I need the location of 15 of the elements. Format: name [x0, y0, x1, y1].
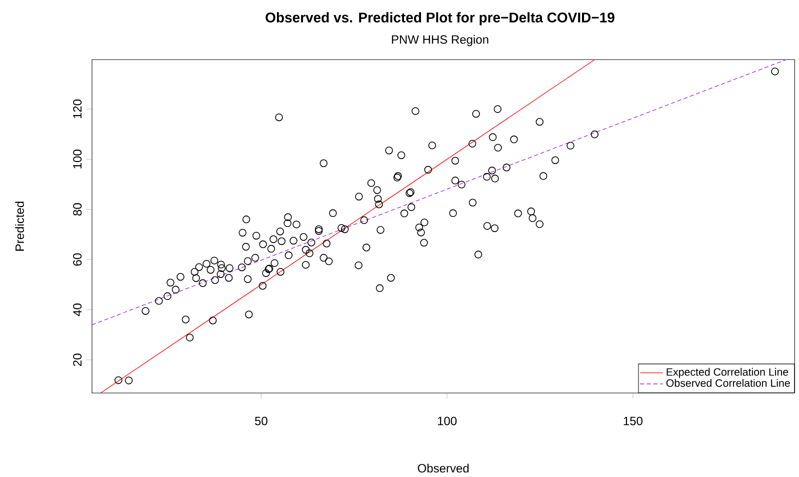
- y-tick-label: 40: [73, 304, 82, 316]
- chart-subtitle: PNW HHS Region: [392, 34, 488, 46]
- legend-label: Expected Correlation Line: [666, 368, 788, 378]
- x-tick-label: 150: [624, 416, 642, 426]
- y-tick-label: 100: [73, 150, 82, 168]
- y-tick-label: 20: [73, 354, 82, 366]
- x-tick-label: 50: [254, 416, 268, 426]
- legend-label: Observed Correlation Line: [666, 378, 790, 387]
- x-axis-title: Observed: [418, 464, 469, 473]
- x-tick-label: 100: [438, 416, 457, 426]
- y-tick-label: 60: [73, 253, 82, 266]
- y-tick-label: 120: [73, 100, 82, 118]
- y-axis-title: Predicted: [15, 202, 24, 251]
- chart-title: Observed vs. Predicted Plot for pre−Delta COVID−19: [266, 12, 614, 26]
- y-tick-label: 80: [73, 203, 82, 216]
